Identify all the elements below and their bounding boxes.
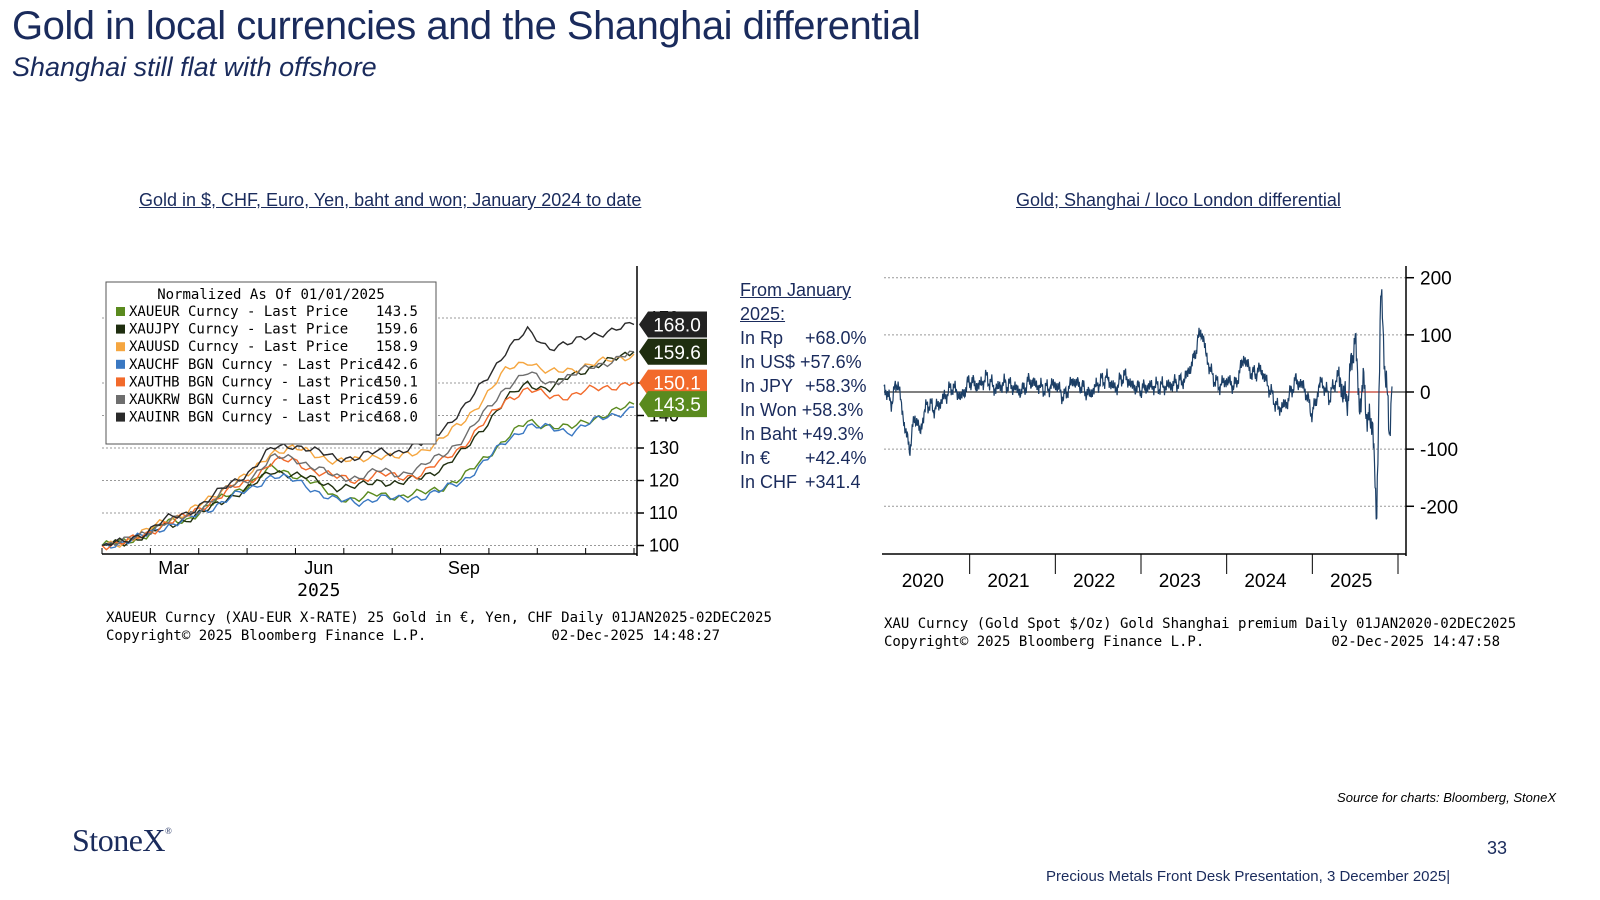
- right-chart-footer-copyright: Copyright© 2025 Bloomberg Finance L.P.: [884, 634, 1204, 650]
- x-tick-label: 2022: [1073, 571, 1115, 592]
- y-tick-label: -200: [1420, 497, 1458, 518]
- ytd-row: In Rp +68.0%: [740, 328, 867, 348]
- legend-swatch: [116, 395, 125, 404]
- ytd-row: In CHF +341.4: [740, 472, 861, 492]
- ytd-row: In Baht +49.3%: [740, 424, 864, 444]
- y-tick-label: 0: [1420, 383, 1431, 404]
- y-tick-label: 110: [649, 503, 678, 523]
- x-tick-label: 2020: [902, 571, 944, 592]
- ytd-heading-line2: 2025:: [740, 304, 786, 324]
- series-line: [101, 353, 635, 549]
- series-line: [101, 401, 635, 546]
- right-value-tag-label: 168.0: [653, 316, 701, 337]
- right-value-tag-label: 159.6: [653, 343, 701, 364]
- left-chart-series: [101, 321, 635, 551]
- presentation-footer: Precious Metals Front Desk Presentation,…: [1046, 868, 1451, 885]
- legend-label: XAUKRW BGN Curncy - Last Price: [129, 392, 382, 408]
- series-line: [883, 289, 1393, 520]
- right-chart-footer-line1: XAU Curncy (Gold Spot $/Oz) Gold Shangha…: [884, 616, 1516, 632]
- right-chart-axes: 200 100 0 -100 -200 2020 2021 2022 2023 2024 2025: [882, 266, 1458, 592]
- left-chart-footer-timestamp: 02-Dec-2025 14:48:27: [551, 628, 720, 644]
- y-tick-label: 100: [1420, 326, 1452, 347]
- x-tick-label: 2025: [1330, 571, 1372, 592]
- legend-label: XAUCHF BGN Curncy - Last Price: [129, 357, 382, 373]
- right-chart-series: [883, 289, 1393, 520]
- legend-label: XAUINR BGN Curncy - Last Price: [129, 410, 382, 426]
- legend-swatch: [116, 377, 125, 387]
- legend-value: 143.5: [376, 304, 418, 320]
- legend-swatch: [116, 412, 125, 422]
- legend-swatch: [116, 324, 125, 334]
- y-tick-label: -100: [1420, 440, 1458, 461]
- right-value-tag: 168.0: [639, 311, 707, 338]
- ytd-heading-line1: From January: [740, 280, 852, 300]
- left-chart-legend: Normalized As Of 01/01/2025 XAUEUR Curnc…: [105, 281, 437, 445]
- y-tick-label: 130: [649, 438, 679, 458]
- left-chart-footer-line1: XAUEUR Curncy (XAU-EUR X-RATE) 25 Gold i…: [106, 610, 772, 626]
- series-line: [101, 321, 635, 547]
- left-chart-x-year: 2025: [297, 580, 340, 601]
- ytd-row: In Won +58.3%: [740, 400, 864, 420]
- legend-label: XAUUSD Curncy - Last Price: [129, 339, 348, 355]
- x-tick-label: Mar: [158, 558, 189, 578]
- page-number: 33: [1487, 838, 1508, 858]
- x-tick-label: 2024: [1244, 571, 1287, 592]
- x-tick-label: Sep: [448, 558, 480, 578]
- x-tick-label: Jun: [304, 558, 333, 578]
- page-title: Gold in local currencies and the Shangha…: [12, 4, 921, 48]
- page-subtitle: Shanghai still flat with offshore: [12, 52, 377, 82]
- legend-value: 142.6: [376, 357, 418, 373]
- legend-value: 159.6: [376, 392, 418, 408]
- series-line: [101, 350, 635, 547]
- right-value-tag-label: 143.5: [653, 395, 701, 416]
- series-line: [101, 406, 635, 549]
- legend-value: 159.6: [376, 322, 418, 338]
- legend-value: 168.0: [376, 410, 418, 426]
- legend-value: 150.1: [376, 374, 418, 390]
- y-tick-label: 200: [1420, 269, 1452, 290]
- source-note: Source for charts: Bloomberg, StoneX: [1337, 790, 1556, 805]
- legend-swatch: [116, 342, 125, 352]
- left-chart: 100110120130140150170MarJunSep 168.0159.…: [101, 266, 772, 644]
- right-value-tag: 143.5: [639, 391, 707, 418]
- right-value-tag-label: 150.1: [653, 374, 701, 395]
- stonex-logo: StoneX®: [72, 822, 172, 858]
- legend-swatch: [116, 359, 125, 369]
- legend-label: XAUJPY Curncy - Last Price: [129, 322, 348, 338]
- y-tick-label: 100: [649, 536, 679, 556]
- right-value-tag: 150.1: [639, 369, 707, 396]
- right-value-tag: 159.6: [639, 338, 707, 365]
- ytd-row: In € +42.4%: [740, 448, 867, 468]
- right-chart-footer-timestamp: 02-Dec-2025 14:47:58: [1331, 634, 1500, 650]
- legend-swatch: [116, 307, 125, 316]
- ytd-row: In JPY +58.3%: [740, 376, 867, 396]
- legend-label: XAUEUR Curncy - Last Price: [129, 304, 348, 320]
- x-tick-label: 2023: [1159, 571, 1201, 592]
- ytd-change-block: From January 2025: In Rp +68.0% In US$ +…: [740, 278, 867, 494]
- left-chart-footer-copyright: Copyright© 2025 Bloomberg Finance L.P.: [106, 628, 426, 644]
- legend-title: Normalized As Of 01/01/2025: [157, 287, 385, 303]
- ytd-row: In US$ +57.6%: [740, 352, 862, 372]
- legend-value: 158.9: [376, 339, 418, 355]
- legend-label: XAUTHB BGN Curncy - Last Price: [129, 374, 382, 390]
- series-line: [101, 351, 635, 547]
- left-chart-title[interactable]: Gold in $, CHF, Euro, Yen, baht and won;…: [139, 190, 642, 210]
- x-tick-label: 2021: [987, 571, 1029, 592]
- y-tick-label: 120: [649, 471, 679, 491]
- right-chart-title[interactable]: Gold; Shanghai / loco London differentia…: [1016, 190, 1341, 210]
